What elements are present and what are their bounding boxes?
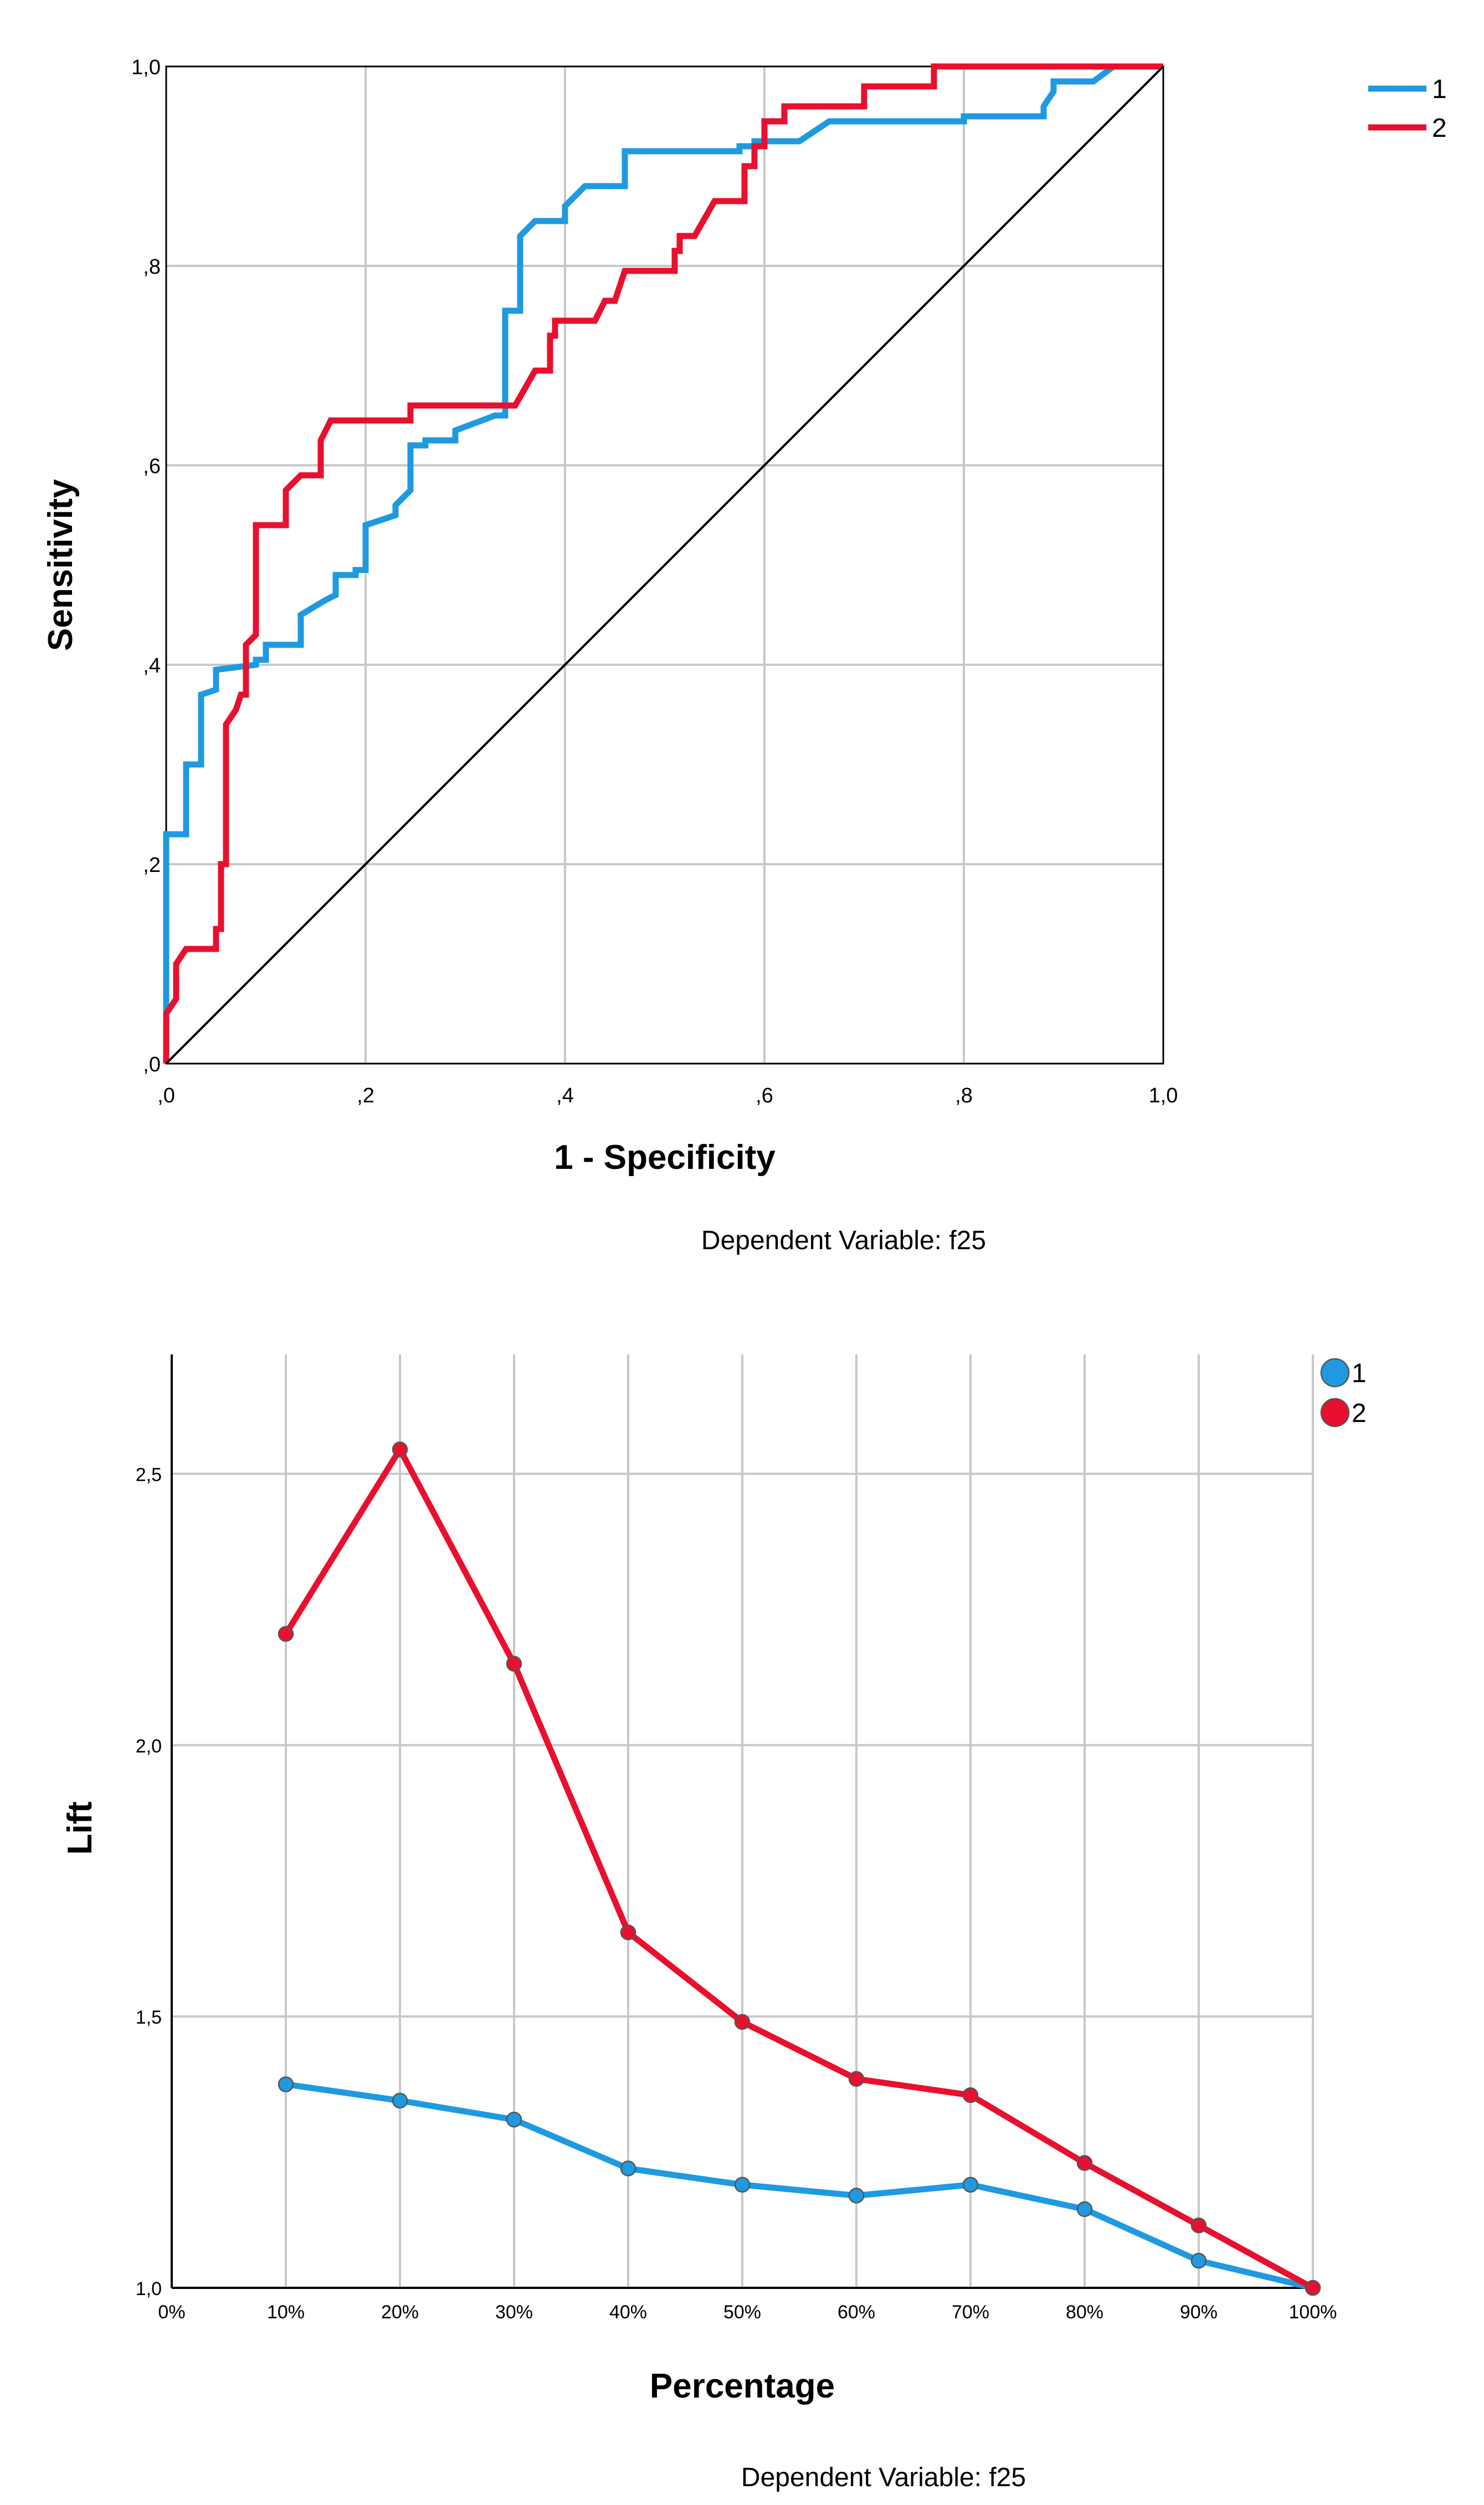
lift-x-tick-label: 70% bbox=[952, 2302, 989, 2323]
roc-y-axis-label: Sensitivity bbox=[42, 479, 80, 651]
roc-tick-labels: ,0 ,0 ,2 ,2 ,4 ,4 ,6 ,6 ,8 ,8 1,0 1,0 bbox=[131, 56, 1178, 1107]
lift-series bbox=[278, 1441, 1321, 2296]
lift-x-tick-label: 80% bbox=[1066, 2302, 1103, 2323]
roc-y-tick-label: ,2 bbox=[143, 854, 161, 877]
lift-y-tick-label: 2,0 bbox=[136, 1736, 162, 1757]
lift-x-tick-label: 30% bbox=[495, 2302, 533, 2323]
lift-x-tick-label: 0% bbox=[158, 2302, 185, 2323]
roc-x-tick-label: 1,0 bbox=[1149, 1084, 1178, 1107]
lift-x-tick-label: 90% bbox=[1180, 2302, 1218, 2323]
lift-y-axis-label: Lift bbox=[61, 1801, 99, 1855]
lift-x-tick-label: 10% bbox=[267, 2302, 305, 2323]
lift-x-tick-label: 20% bbox=[381, 2302, 419, 2323]
roc-reference-line bbox=[165, 65, 1164, 1065]
lift-chart: 0% 10% 20% 30% 40% 50% 60% 70% 80% 90% 100% 1,0 1,5 2… bbox=[61, 1354, 1367, 2492]
roc-gridlines bbox=[166, 66, 1163, 1064]
roc-x-tick-label: ,6 bbox=[756, 1084, 773, 1107]
lift-point-1 bbox=[392, 2092, 408, 2109]
lift-x-tick-label: 40% bbox=[609, 2302, 647, 2323]
roc-series bbox=[163, 63, 1164, 1065]
lift-point-2 bbox=[278, 1626, 294, 1642]
lift-x-tick-label: 100% bbox=[1289, 2302, 1337, 2323]
roc-y-tick-label: ,8 bbox=[143, 255, 161, 279]
lift-point-2 bbox=[1190, 2217, 1207, 2234]
lift-series-line-2 bbox=[283, 1446, 1314, 2291]
lift-point-1 bbox=[734, 2177, 751, 2193]
roc-chart: ,0 ,0 ,2 ,2 ,4 ,4 ,6 ,6 ,8 ,8 1,0 1,0 1 - Specifici… bbox=[42, 56, 1447, 1255]
lift-point-2 bbox=[848, 2071, 865, 2087]
lift-tick-labels: 0% 10% 20% 30% 40% 50% 60% 70% 80% 90% 100% 1,0 1,5 2… bbox=[136, 1465, 1337, 2323]
lift-legend-swatch-1 bbox=[1320, 1358, 1350, 1388]
lift-legend-label-2: 2 bbox=[1352, 1399, 1367, 1428]
roc-plot-frame bbox=[165, 65, 1164, 1065]
lift-y-tick-label: 1,0 bbox=[136, 2278, 162, 2299]
lift-series-line-1 bbox=[285, 2081, 1314, 2291]
lift-point-2 bbox=[734, 2014, 751, 2030]
lift-point-2 bbox=[506, 1656, 522, 1672]
lift-point-1 bbox=[962, 2177, 979, 2193]
lift-point-2 bbox=[620, 1924, 636, 1941]
roc-y-tick-label: ,6 bbox=[143, 455, 161, 478]
lift-x-tick-label: 60% bbox=[838, 2302, 875, 2323]
roc-series-line-1 bbox=[163, 63, 1163, 1064]
roc-legend-label-1: 1 bbox=[1432, 75, 1447, 104]
lift-point-1 bbox=[620, 2160, 636, 2177]
roc-legend: 12 bbox=[1368, 75, 1447, 143]
lift-legend: 12 bbox=[1320, 1358, 1367, 1428]
lift-footnote: Dependent Variable: f25 bbox=[741, 2463, 1026, 2492]
roc-y-tick-label: 1,0 bbox=[131, 56, 161, 79]
lift-point-1 bbox=[1076, 2201, 1093, 2217]
roc-x-tick-label: ,4 bbox=[556, 1084, 574, 1107]
lift-point-1 bbox=[506, 2112, 522, 2128]
lift-point-2 bbox=[392, 1441, 408, 1457]
roc-x-tick-label: ,8 bbox=[955, 1084, 973, 1107]
lift-point-1 bbox=[1190, 2252, 1207, 2269]
lift-y-tick-label: 1,5 bbox=[136, 2007, 162, 2028]
roc-x-tick-label: ,2 bbox=[357, 1084, 374, 1107]
lift-legend-label-1: 1 bbox=[1352, 1359, 1367, 1388]
lift-gridlines bbox=[172, 1354, 1314, 2288]
lift-point-2 bbox=[1305, 2280, 1321, 2296]
lift-legend-swatch-2 bbox=[1320, 1398, 1350, 1428]
lift-x-tick-label: 50% bbox=[723, 2302, 761, 2323]
lift-x-axis-label: Percentage bbox=[650, 2367, 835, 2405]
roc-x-axis-label: 1 - Specificity bbox=[554, 1138, 776, 1177]
roc-footnote: Dependent Variable: f25 bbox=[701, 1226, 986, 1255]
lift-point-2 bbox=[962, 2087, 979, 2103]
roc-y-tick-label: ,4 bbox=[143, 654, 161, 677]
lift-point-2 bbox=[1076, 2155, 1093, 2171]
roc-series-line-2 bbox=[163, 63, 1163, 1064]
lift-point-1 bbox=[278, 2076, 294, 2092]
lift-y-tick-label: 2,5 bbox=[136, 1465, 162, 1486]
roc-x-tick-label: ,0 bbox=[157, 1084, 175, 1107]
roc-legend-label-2: 2 bbox=[1432, 114, 1447, 143]
lift-point-1 bbox=[848, 2188, 865, 2204]
roc-y-tick-label: ,0 bbox=[143, 1053, 161, 1076]
